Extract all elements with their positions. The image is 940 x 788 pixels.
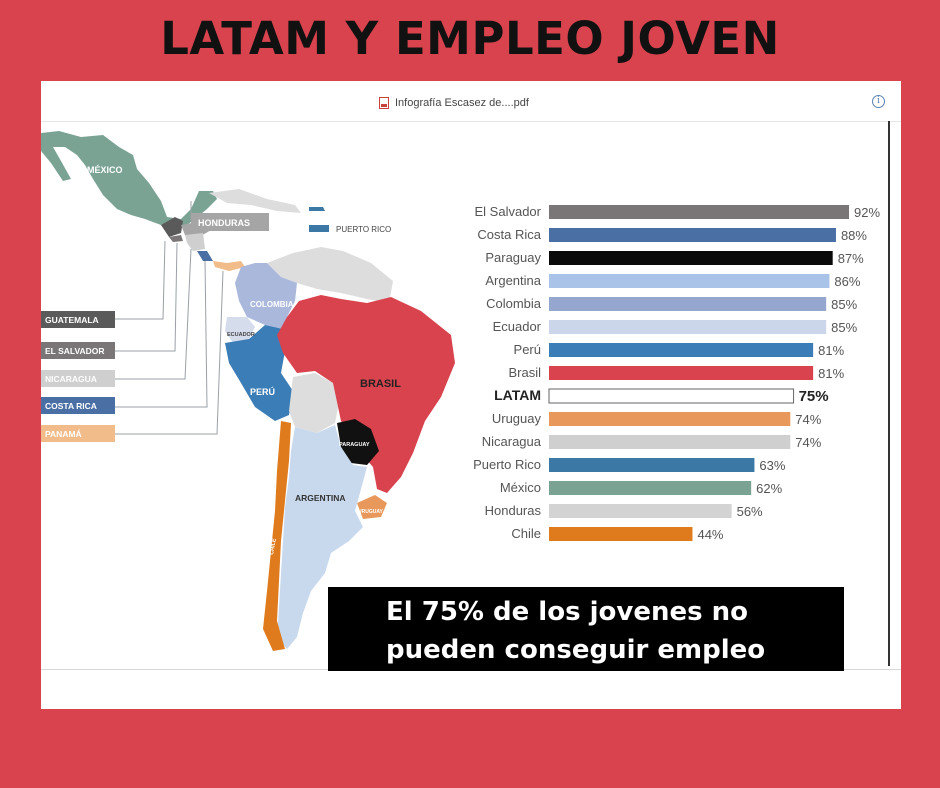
- bar: [549, 297, 827, 311]
- label-uruguay: URUGUAY: [358, 509, 383, 515]
- map-guatemala: [161, 217, 183, 237]
- bar: [549, 412, 791, 426]
- label-paraguay: PARAGUAY: [339, 442, 370, 448]
- bar-category-label: Paraguay: [485, 250, 541, 265]
- bar-category-label: Uruguay: [492, 411, 542, 426]
- label-el-salvador: EL SALVADOR: [45, 346, 105, 356]
- bar-value-label: 74%: [795, 412, 821, 427]
- label-swatch-puerto-rico: [309, 225, 329, 232]
- label-box-nicaragua: [41, 370, 115, 387]
- map-puerto-rico: [309, 207, 325, 211]
- label-mexico: MÉXICO: [87, 165, 123, 175]
- bar-category-label: México: [500, 480, 541, 495]
- bar-category-label: Ecuador: [493, 319, 542, 334]
- page-edge: [888, 121, 890, 666]
- bar-value-label: 87%: [838, 251, 864, 266]
- label-box-el-salvador: [41, 342, 115, 359]
- file-tab[interactable]: Infografía Escasez de....pdf: [379, 95, 529, 111]
- map-uruguay: [357, 495, 387, 519]
- map-colombia: [235, 263, 297, 329]
- bar: [548, 388, 795, 404]
- map-el-salvador: [169, 235, 183, 242]
- bar: [549, 251, 833, 265]
- label-box-panama: [41, 425, 115, 442]
- label-honduras: HONDURAS: [198, 218, 250, 228]
- latam-map: MÉXICO HONDURAS PUERTO RICO GUATEMALA EL…: [41, 131, 455, 651]
- bar: [549, 343, 814, 357]
- bar-value-label: 81%: [818, 366, 844, 381]
- file-name: Infografía Escasez de....pdf: [395, 97, 529, 109]
- bar-value-label: 85%: [831, 320, 857, 335]
- bar-category-label: Nicaragua: [482, 434, 542, 449]
- bar-value-label: 74%: [795, 435, 821, 450]
- map-mexico: [41, 131, 217, 231]
- pdf-file-icon: [379, 97, 389, 109]
- bar-value-label: 44%: [697, 527, 723, 542]
- label-argentina: ARGENTINA: [295, 493, 346, 503]
- bar-category-label: Costa Rica: [477, 227, 541, 242]
- label-ecuador: ECUADOR: [227, 332, 255, 338]
- bar-category-label: Honduras: [485, 503, 542, 518]
- map-argentina: [277, 425, 367, 649]
- label-box-honduras: [191, 213, 269, 231]
- bar: [549, 274, 830, 288]
- map-chile: [263, 421, 291, 651]
- bar-value-label: 92%: [854, 205, 880, 220]
- map-peru: [225, 325, 293, 421]
- page-title: LATAM Y EMPLEO JOVEN: [160, 12, 780, 65]
- bar-value-label: 86%: [834, 274, 860, 289]
- map-brasil: [277, 295, 455, 493]
- label-puerto-rico: PUERTO RICO: [336, 225, 391, 234]
- viewer-toolbar: Infografía Escasez de....pdf i: [41, 81, 901, 122]
- bar-value-label: 85%: [831, 297, 857, 312]
- bar: [549, 527, 693, 541]
- label-colombia: COLOMBIA: [250, 300, 294, 309]
- bar-value-label: 81%: [818, 343, 844, 358]
- map-panama: [213, 261, 245, 271]
- bar-category-label: Brasil: [508, 365, 541, 380]
- info-icon[interactable]: i: [872, 95, 885, 108]
- bar-value-label: 88%: [841, 228, 867, 243]
- bar-category-label: Puerto Rico: [473, 457, 541, 472]
- bar: [549, 320, 827, 334]
- label-costa-rica: COSTA RICA: [45, 401, 97, 411]
- bar: [549, 481, 752, 495]
- bar-category-label: Colombia: [486, 296, 542, 311]
- bar: [549, 228, 836, 242]
- bar: [549, 205, 849, 219]
- bar-value-label: 56%: [737, 504, 763, 519]
- label-chile: CHILE: [269, 538, 278, 556]
- map-leader-lines: [115, 201, 224, 435]
- label-box-guatemala: [41, 311, 115, 328]
- label-panama: PANAMÁ: [45, 429, 82, 439]
- label-brasil: BRASIL: [360, 378, 401, 390]
- label-guatemala: GUATEMALA: [45, 315, 99, 325]
- label-nicaragua: NICARAGUA: [45, 374, 97, 384]
- map-costa-rica: [197, 251, 213, 261]
- youth-employment-bar-chart: El Salvador 92% Costa Rica 88% Paraguay 87% Ar…: [473, 204, 880, 542]
- bar-value-label: 75%: [799, 388, 829, 405]
- label-peru: PERÚ: [250, 386, 275, 397]
- bar-value-label: 62%: [756, 481, 782, 496]
- caption-box: El 75% de los jovenes no pueden consegui…: [328, 587, 844, 671]
- bar-category-label: Chile: [511, 526, 541, 541]
- map-paraguay: [337, 419, 379, 465]
- bar-category-label: Perú: [514, 342, 541, 357]
- map-ecuador: [225, 317, 255, 343]
- bar-category-label: LATAM: [494, 387, 541, 403]
- bar: [549, 435, 791, 449]
- map-venezuela: [267, 247, 393, 303]
- bar-category-label: Argentina: [485, 273, 541, 288]
- bar: [549, 366, 814, 380]
- map-nicaragua: [185, 233, 205, 251]
- bar-value-label: 63%: [759, 458, 785, 473]
- caption-line-2: pueden conseguir empleo: [386, 635, 766, 665]
- map-caribbean: [209, 189, 301, 213]
- map-bolivia: [289, 373, 339, 433]
- bar: [549, 458, 755, 472]
- bar-category-label: El Salvador: [475, 204, 542, 219]
- bar: [549, 504, 732, 518]
- caption-line-1: El 75% de los jovenes no: [386, 597, 749, 627]
- label-box-costa-rica: [41, 397, 115, 414]
